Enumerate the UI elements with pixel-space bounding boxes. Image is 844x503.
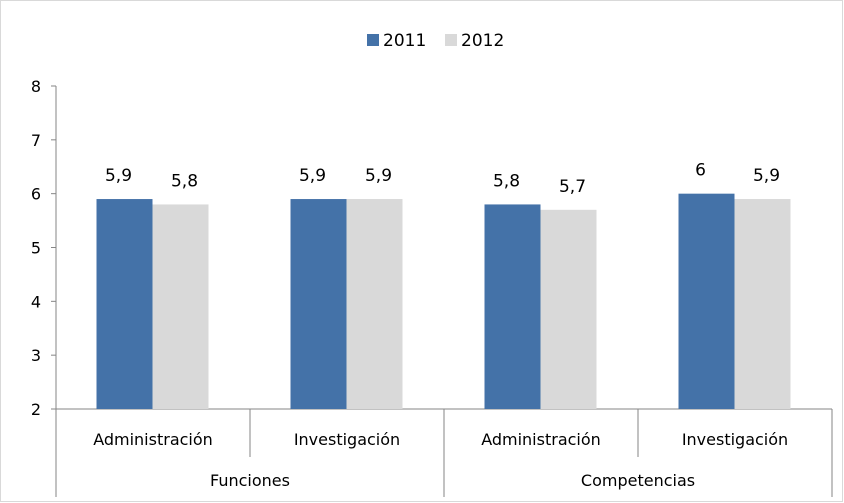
x-category-label: Administración — [481, 430, 601, 449]
data-label: 5,9 — [753, 166, 780, 186]
legend-swatch-2012 — [445, 34, 457, 46]
bar-2011-3 — [678, 193, 735, 409]
x-category-label: Investigación — [294, 430, 400, 449]
data-label: 5,9 — [365, 166, 392, 186]
y-tick-label: 4 — [31, 292, 41, 311]
bar-2012-2 — [540, 209, 597, 409]
bar-2012-1 — [346, 199, 403, 409]
y-tick-label: 3 — [31, 346, 41, 365]
x-group-label: Competencias — [581, 471, 695, 490]
legend-label: 2011 — [383, 31, 426, 51]
legend-swatch-2011 — [367, 34, 379, 46]
data-label: 5,8 — [171, 171, 198, 191]
data-label: 5,7 — [559, 177, 586, 197]
data-label: 5,9 — [105, 166, 132, 186]
bar-2011-1 — [290, 199, 347, 409]
y-tick-label: 6 — [31, 185, 41, 204]
bar-2011-0 — [96, 199, 153, 409]
bar-2011-2 — [484, 204, 541, 409]
x-category-label: Investigación — [682, 430, 788, 449]
y-tick-label: 7 — [31, 131, 41, 150]
y-tick-label: 5 — [31, 239, 41, 258]
data-label: 5,8 — [493, 171, 520, 191]
data-label: 5,9 — [299, 166, 326, 186]
y-tick-label: 2 — [31, 400, 41, 419]
data-label: 6 — [695, 161, 706, 181]
y-tick-label: 8 — [31, 77, 41, 96]
legend-label: 2012 — [461, 31, 504, 51]
x-group-label: Funciones — [210, 471, 290, 490]
x-category-label: Administración — [93, 430, 213, 449]
bar-2012-0 — [152, 204, 209, 409]
bar-2012-3 — [734, 199, 791, 409]
